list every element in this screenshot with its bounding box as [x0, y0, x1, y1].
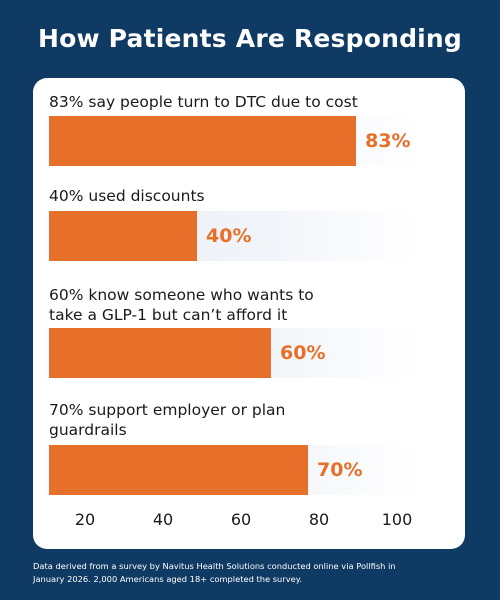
x-tick-100: 100: [381, 510, 413, 529]
bar-label-4: 70% support employer or plan guardrails: [49, 400, 379, 440]
footnote-line-1: Data derived from a survey by Navitus He…: [33, 561, 396, 571]
x-tick-60: 60: [230, 510, 252, 529]
bar-label-3: 60% know someone who wants to take a GLP…: [49, 285, 379, 325]
bar-1: [49, 116, 357, 166]
bar-label-4-line-2: guardrails: [49, 421, 127, 439]
bar-2: [49, 211, 197, 261]
bar-track-1: 83%: [49, 116, 419, 166]
x-tick-40: 40: [152, 510, 174, 529]
bar-value-3: 60%: [280, 342, 326, 364]
bar-track-4: 70%: [49, 445, 419, 495]
chart-title: How Patients Are Responding: [37, 24, 463, 53]
footnote: Data derived from a survey by Navitus He…: [33, 560, 473, 585]
bar-track-3: 60%: [49, 328, 419, 378]
bar-value-4: 70%: [317, 459, 363, 481]
bar-label-1-line-1: 83% say people turn to DTC due to cost: [49, 93, 358, 111]
bar-label-4-line-1: 70% support employer or plan: [49, 401, 286, 419]
bar-4: [49, 445, 308, 495]
bar-value-1: 83%: [365, 130, 411, 152]
bar-label-2: 40% used discounts: [49, 186, 379, 206]
bar-label-1: 83% say people turn to DTC due to cost: [49, 92, 379, 112]
bar-track-2: 40%: [49, 211, 419, 261]
bar-value-2: 40%: [206, 225, 252, 247]
x-tick-80: 80: [308, 510, 330, 529]
chart-card: 83% say people turn to DTC due to cost 8…: [33, 78, 465, 549]
bar-3: [49, 328, 271, 378]
bar-label-3-line-1: 60% know someone who wants to: [49, 286, 314, 304]
x-tick-20: 20: [74, 510, 96, 529]
footnote-line-2: January 2026. 2,000 Americans aged 18+ c…: [33, 573, 303, 584]
bar-label-3-line-2: take a GLP-1 but can’t afford it: [49, 306, 288, 324]
bar-label-2-line-1: 40% used discounts: [49, 187, 205, 205]
